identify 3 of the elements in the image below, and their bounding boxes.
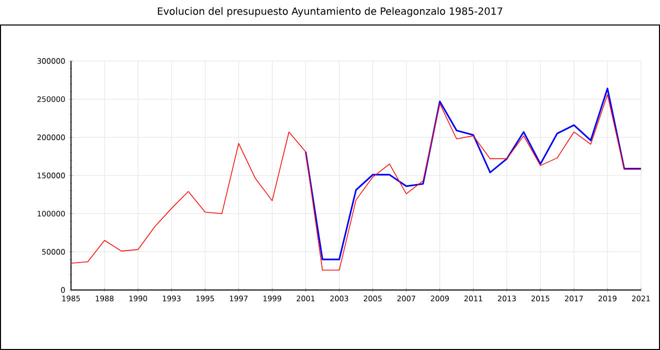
line-series bbox=[304, 88, 642, 260]
chart-title: Evolucion del presupuesto Ayuntamiento de Peleagonzalo 1985-2017 bbox=[158, 7, 502, 17]
line-series bbox=[70, 94, 642, 271]
